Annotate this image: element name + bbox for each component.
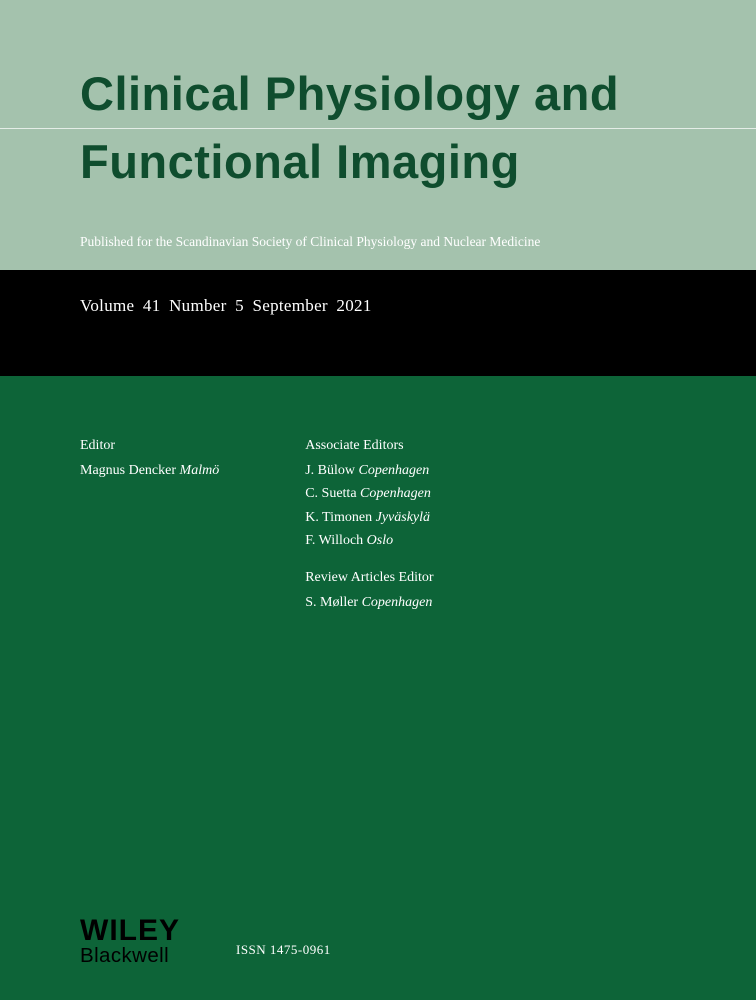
editor-person: Magnus Dencker Malmö [80,459,219,482]
publisher-logo: WILEY Blackwell [80,917,180,966]
associate-role: Associate Editors [305,434,433,457]
assoc-person-0: J. Bülow Copenhagen [305,459,433,482]
assoc-name: F. Willoch [305,533,363,548]
assoc-name: C. Suetta [305,486,356,501]
main-band: Editor Magnus Dencker Malmö Associate Ed… [0,376,756,1000]
assoc-person-1: C. Suetta Copenhagen [305,482,433,505]
associate-column: Associate Editors J. Bülow Copenhagen C.… [305,434,433,614]
review-role: Review Articles Editor [305,566,433,589]
editor-role: Editor [80,434,219,457]
editors-row: Editor Magnus Dencker Malmö Associate Ed… [80,434,756,614]
footer: WILEY Blackwell ISSN 1475-0961 [80,917,331,966]
society-band: Published for the Scandinavian Society o… [0,226,756,270]
journal-cover: Clinical Physiology and Functional Imagi… [0,0,756,1000]
editor-column: Editor Magnus Dencker Malmö [80,434,219,614]
title-band: Clinical Physiology and Functional Imagi… [0,0,756,226]
assoc-city: Copenhagen [359,463,430,478]
review-city: Copenhagen [362,595,433,610]
assoc-person-3: F. Willoch Oslo [305,529,433,552]
issn-text: ISSN 1475-0961 [236,942,331,966]
title-line-1: Clinical Physiology and [80,67,619,120]
assoc-city: Jyväskylä [376,510,430,525]
publisher-line1: WILEY [80,917,180,946]
assoc-name: J. Bülow [305,463,355,478]
assoc-person-2: K. Timonen Jyväskylä [305,506,433,529]
society-text: Published for the Scandinavian Society o… [80,234,756,250]
title-line-2: Functional Imaging [80,135,520,188]
journal-title: Clinical Physiology and Functional Imagi… [80,60,756,196]
review-name: S. Møller [305,595,358,610]
assoc-city: Copenhagen [360,486,431,501]
editor-city: Malmö [180,463,220,478]
assoc-city: Oslo [367,533,393,548]
publisher-line2: Blackwell [80,946,180,967]
assoc-name: K. Timonen [305,510,372,525]
editor-name: Magnus Dencker [80,463,176,478]
review-person: S. Møller Copenhagen [305,591,433,614]
volume-text: Volume 41 Number 5 September 2021 [80,296,756,316]
volume-band: Volume 41 Number 5 September 2021 [0,270,756,376]
